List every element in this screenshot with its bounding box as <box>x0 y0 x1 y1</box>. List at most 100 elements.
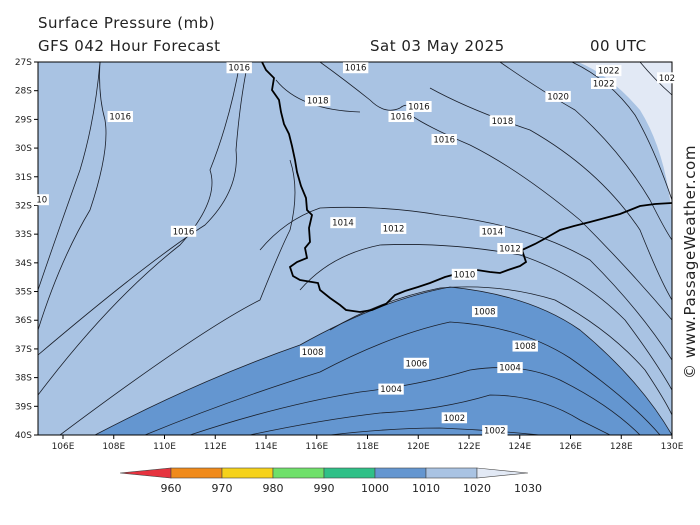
isobar-1016-west-2 <box>38 62 101 291</box>
lat-tick-label: 27S <box>15 58 32 68</box>
isobar-1010 <box>329 286 672 416</box>
isobar-label: 1012 <box>383 224 405 234</box>
pressure-band-above-1020 <box>545 62 672 215</box>
lon-tick-label: 114E <box>255 442 278 452</box>
isobar-label-bg <box>512 340 538 352</box>
isobar-label: 1002 <box>444 414 466 424</box>
isobar-label: 1008 <box>302 348 324 358</box>
lat-tick-label: 31S <box>15 173 32 183</box>
isobar-label: 1012 <box>499 245 521 255</box>
isobar-label-bg <box>472 306 498 318</box>
isobar-label-bg <box>378 383 404 395</box>
isobar-1024 <box>639 62 672 96</box>
isobar-label-bg <box>479 225 506 237</box>
isobars <box>38 62 672 435</box>
latitude-axis: 27S 28S 29S 30S 31S 32S 33S 34S 35S 36S 37S 38S 39S 4… <box>15 58 38 441</box>
isobar-label: 1002 <box>484 427 506 437</box>
legend-label: 1000 <box>361 482 389 495</box>
legend-swatch <box>221 467 274 479</box>
isobar-label-bg <box>388 111 414 123</box>
isobar-label: 1022 <box>593 80 615 90</box>
isobar-label: 1010 <box>454 270 476 280</box>
isobar-label-bg <box>170 225 197 237</box>
lon-tick-label: 130E <box>661 442 684 452</box>
isobar-1006 <box>189 367 641 435</box>
lat-tick-label: 39S <box>15 402 32 412</box>
isobar-1014 <box>259 206 672 361</box>
forecast-time: 00 UTC <box>590 37 647 55</box>
isobar-label: 1014 <box>332 219 354 229</box>
isobar-label: 1018 <box>307 97 329 107</box>
lon-tick-label: 120E <box>407 442 430 452</box>
isobar-label-bg <box>482 425 508 437</box>
isobar-1016-central <box>59 159 296 435</box>
isobar-label: 1008 <box>474 308 496 318</box>
legend-swatch <box>170 467 223 479</box>
australia-coastline <box>261 62 672 313</box>
legend-label: 960 <box>161 482 182 495</box>
longitude-axis: 106E 108E 110E 112E 114E 116E 118E 120E 122E 124E… <box>52 435 684 452</box>
forecast-date: Sat 03 May 2025 <box>370 37 505 55</box>
lat-tick-label: 33S <box>15 230 32 240</box>
map-title: Surface Pressure (mb) <box>38 14 216 32</box>
isobar-label-bg <box>657 72 677 84</box>
isobar-label-bg <box>226 62 252 74</box>
isobar-label: 1016 <box>390 113 412 123</box>
legend-swatch <box>272 467 325 479</box>
legend-label: 990 <box>314 482 335 495</box>
lon-tick-label: 118E <box>356 442 379 452</box>
forecast-label: GFS 042 Hour Forecast <box>38 37 221 55</box>
lon-tick-label: 106E <box>52 442 75 452</box>
isobar-label: 1008 <box>514 342 536 352</box>
lat-tick-label: 29S <box>15 115 32 125</box>
lat-tick-label: 28S <box>15 87 32 97</box>
isobar-label-bg <box>380 222 407 234</box>
isobar-1004 <box>249 394 611 435</box>
legend-label: 980 <box>263 482 284 495</box>
isobar-label: 1016 <box>408 102 430 112</box>
lon-tick-label: 124E <box>508 442 531 452</box>
lon-tick-label: 122E <box>458 442 481 452</box>
lat-tick-label: 32S <box>15 201 32 211</box>
isobar-1016-ne <box>411 115 672 321</box>
isobar-label-bg <box>330 217 356 229</box>
map-frame <box>37 61 673 436</box>
lat-tick-label: 40S <box>15 431 32 441</box>
map-area <box>38 62 672 435</box>
isobar-label: 1006 <box>406 359 428 369</box>
isobar-label-bg <box>34 194 49 206</box>
isobar-label: 1004 <box>499 364 521 374</box>
lon-tick-label: 126E <box>559 442 582 452</box>
legend-label: 1020 <box>463 482 491 495</box>
isobar-label: 1014 <box>481 227 503 237</box>
isobar-1016-inner <box>38 62 249 356</box>
isobar-label: 1020 <box>547 92 569 102</box>
isobar-1008 <box>94 286 672 435</box>
isobar-label-bg <box>497 362 523 374</box>
isobar-label-bg <box>545 90 571 102</box>
isobar-label-bg <box>304 95 331 107</box>
isobar-1018-ne <box>429 87 672 301</box>
lon-tick-label: 128E <box>610 442 633 452</box>
isobar-label-bg <box>497 243 523 254</box>
isobar-label-bg <box>107 111 133 123</box>
lon-tick-label: 116E <box>305 442 328 452</box>
lon-tick-label: 112E <box>204 442 227 452</box>
isobar-label-bg <box>596 65 622 77</box>
isobar-1016-west <box>38 62 107 331</box>
isobar-1020 <box>499 62 672 241</box>
isobar-label-bg <box>451 268 478 280</box>
legend-label: 1010 <box>412 482 440 495</box>
isobar-label: 1018 <box>492 117 514 127</box>
legend-swatch <box>476 467 529 479</box>
isobar-label: 1016 <box>228 64 250 74</box>
isobar-label-bg <box>342 62 369 74</box>
isobar-1008-b <box>144 321 661 435</box>
legend-label: 1030 <box>514 482 542 495</box>
isobar-label-bg <box>406 100 432 112</box>
lat-tick-label: 35S <box>15 288 32 298</box>
isobar-1012 <box>299 244 672 391</box>
legend-swatch <box>425 467 478 479</box>
isobar-label: 1016 <box>173 227 195 237</box>
isobar-label-bg <box>299 346 326 358</box>
